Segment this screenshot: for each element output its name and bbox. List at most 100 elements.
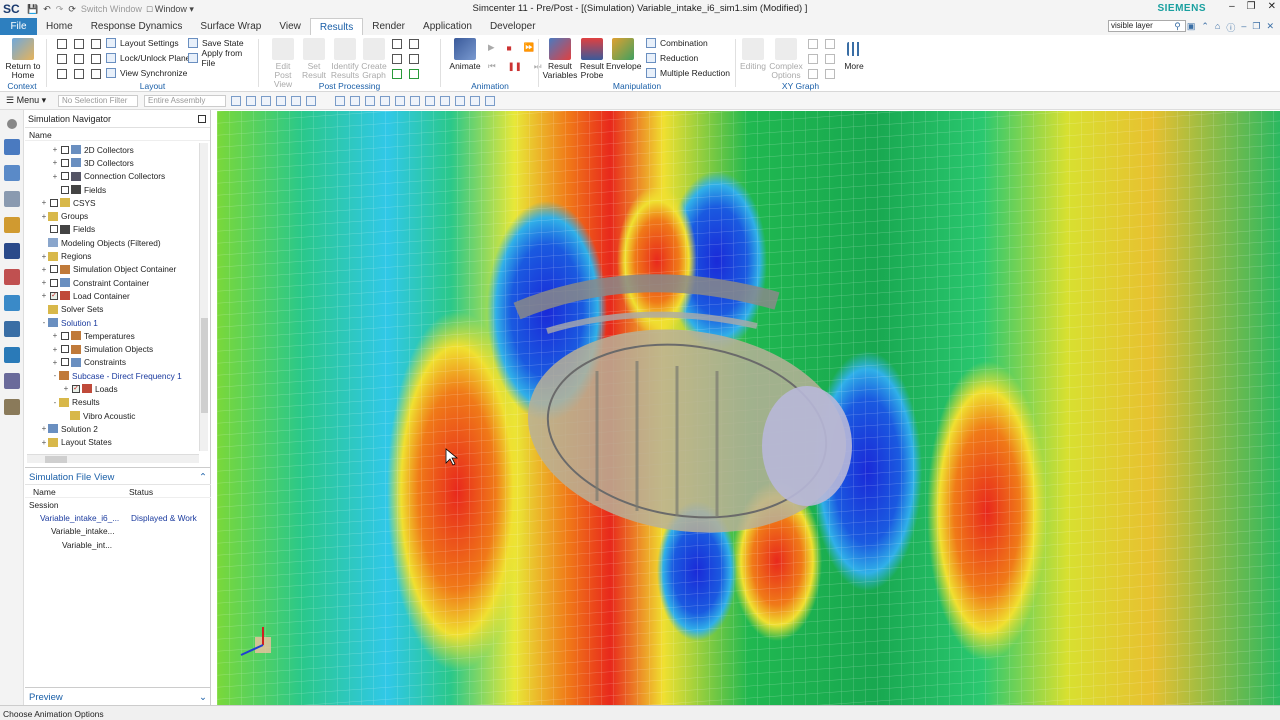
tab-view[interactable]: View: [279, 21, 301, 32]
tab-results[interactable]: Results: [309, 18, 364, 35]
visibility-checkbox[interactable]: [61, 345, 69, 354]
navigator-tree-row[interactable]: + Simulation Objects: [25, 342, 201, 355]
pause-icon[interactable]: ❚❚: [507, 61, 522, 71]
scrollbar-thumb[interactable]: [45, 456, 67, 463]
view-tool-3-icon[interactable]: [365, 95, 375, 106]
clock-icon[interactable]: [3, 373, 20, 389]
reduction-button[interactable]: Reduction: [646, 51, 698, 64]
navigator-tree-row[interactable]: + Layout States: [25, 436, 201, 449]
layout-1-icon[interactable]: [57, 39, 67, 49]
view-tool-4-icon[interactable]: [380, 95, 390, 106]
expand-toggle-icon[interactable]: +: [52, 171, 58, 181]
selection-filter-dropdown[interactable]: No Selection Filter: [58, 94, 138, 107]
editing-button[interactable]: Editing: [738, 38, 768, 71]
palette-icon[interactable]: [3, 347, 20, 363]
navigator-tree-row[interactable]: - Results: [25, 396, 201, 409]
layout-7-icon[interactable]: [57, 69, 67, 79]
lock-plane-button[interactable]: Lock/Unlock Plane: [106, 51, 190, 64]
minimize-icon[interactable]: –: [1229, 1, 1235, 12]
restore-icon[interactable]: ❐: [1246, 1, 1256, 12]
file-view-row[interactable]: Variable_intake...: [25, 525, 211, 538]
more-button[interactable]: More: [842, 38, 866, 71]
visibility-checkbox[interactable]: ✓: [50, 291, 58, 300]
select-tool-2-icon[interactable]: [246, 95, 256, 106]
settings-icon[interactable]: [6, 119, 17, 129]
post-tool-4-icon[interactable]: [409, 54, 419, 64]
view-tool-7-icon[interactable]: [425, 95, 435, 106]
expand-toggle-icon[interactable]: +: [41, 198, 47, 208]
save-state-button[interactable]: Save State: [188, 36, 244, 49]
multiple-reduction-button[interactable]: Multiple Reduction: [646, 66, 730, 79]
visibility-checkbox[interactable]: [50, 198, 58, 207]
preview-panel-header[interactable]: Preview ⌄: [25, 687, 211, 705]
part-navigator-icon[interactable]: [3, 165, 20, 181]
expand-icon[interactable]: ⌄: [199, 692, 207, 703]
history-icon[interactable]: [3, 269, 20, 285]
navigator-tree-row[interactable]: + ✓ Loads: [25, 382, 201, 395]
navigator-tree-row[interactable]: Fields: [25, 183, 201, 196]
visibility-checkbox[interactable]: [61, 358, 69, 367]
post-tool-1-icon[interactable]: [392, 39, 402, 49]
layout-6-icon[interactable]: [91, 54, 101, 64]
navigator-tree-row[interactable]: + Regions: [25, 249, 201, 262]
navigator-tree-row[interactable]: +3D Collectors: [25, 156, 201, 169]
navigator-tree-row[interactable]: +2D Collectors: [25, 143, 201, 156]
layout-8-icon[interactable]: [74, 69, 84, 79]
expand-toggle-icon[interactable]: +: [52, 357, 58, 367]
file-col-status[interactable]: Status: [129, 487, 154, 497]
engine-model[interactable]: [513, 274, 860, 552]
menu-button[interactable]: ☰ Menu ▾: [6, 95, 47, 105]
switch-window-button[interactable]: Switch Window: [80, 4, 142, 14]
edit-post-view-button[interactable]: Edit Post View: [266, 38, 300, 89]
view-tool-8-icon[interactable]: [440, 95, 450, 106]
repeat-icon[interactable]: ⟳: [68, 3, 76, 14]
xy-tool-1-icon[interactable]: [808, 39, 818, 49]
restore-ribbon-icon[interactable]: ❐: [1252, 21, 1261, 31]
xy-tool-5-icon[interactable]: [808, 69, 818, 79]
graphics-viewport[interactable]: [217, 111, 1280, 705]
select-tool-5-icon[interactable]: [291, 95, 301, 106]
create-graph-button[interactable]: Create Graph: [360, 38, 388, 80]
web-browser-icon[interactable]: [3, 321, 20, 337]
layout-4-icon[interactable]: [57, 54, 67, 64]
expand-toggle-icon[interactable]: +: [41, 437, 47, 447]
expand-toggle-icon[interactable]: +: [52, 331, 58, 341]
envelope-button[interactable]: Envelope: [606, 38, 641, 71]
file-view-header[interactable]: Simulation File View ⌃: [25, 468, 211, 485]
layout-settings-button[interactable]: Layout Settings: [106, 36, 179, 49]
navigator-tree-row[interactable]: + CSYS: [25, 196, 201, 209]
navigator-tree-row[interactable]: + Constraint Container: [25, 276, 201, 289]
expand-toggle-icon[interactable]: +: [52, 344, 58, 354]
navigator-tree-row[interactable]: Modeling Objects (Filtered): [25, 236, 201, 249]
tab-file[interactable]: File: [0, 18, 37, 35]
visibility-checkbox[interactable]: [61, 185, 69, 194]
xy-tool-6-icon[interactable]: [825, 69, 835, 79]
view-tool-5-icon[interactable]: [395, 95, 405, 106]
select-tool-3-icon[interactable]: [261, 95, 271, 106]
expand-toggle-icon[interactable]: +: [41, 291, 47, 301]
assembly-navigator-icon[interactable]: [3, 191, 20, 207]
home-icon[interactable]: ⌂: [1214, 21, 1221, 31]
view-tool-6-icon[interactable]: [410, 95, 420, 106]
expand-toggle-icon[interactable]: -: [42, 318, 46, 327]
close-part-icon[interactable]: ✕: [1266, 21, 1274, 31]
help-icon[interactable]: ⓘ: [1226, 23, 1236, 33]
step-next-icon[interactable]: ⏭: [534, 61, 542, 72]
post-tool-5-icon[interactable]: [392, 69, 402, 79]
visibility-checkbox[interactable]: [50, 225, 58, 234]
select-tool-4-icon[interactable]: [276, 95, 286, 106]
file-col-name[interactable]: Name: [33, 487, 56, 497]
view-tool-11-icon[interactable]: [485, 95, 495, 106]
result-variables-button[interactable]: Result Variables: [542, 38, 578, 80]
close-icon[interactable]: ✕: [1267, 1, 1276, 12]
file-view-row[interactable]: Variable_int...: [25, 538, 211, 551]
tab-render[interactable]: Render: [372, 21, 406, 32]
view-tool-10-icon[interactable]: [470, 95, 480, 106]
navigator-column-name[interactable]: Name: [25, 128, 210, 141]
stop-icon[interactable]: ■: [506, 42, 512, 53]
tab-developer[interactable]: Developer: [489, 21, 536, 32]
expand-toggle-icon[interactable]: -: [53, 371, 57, 381]
expand-toggle-icon[interactable]: +: [52, 145, 58, 155]
pin-icon[interactable]: [198, 115, 206, 123]
expand-toggle-icon[interactable]: +: [41, 251, 47, 261]
